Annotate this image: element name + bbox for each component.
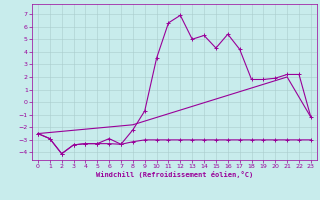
X-axis label: Windchill (Refroidissement éolien,°C): Windchill (Refroidissement éolien,°C) bbox=[96, 171, 253, 178]
